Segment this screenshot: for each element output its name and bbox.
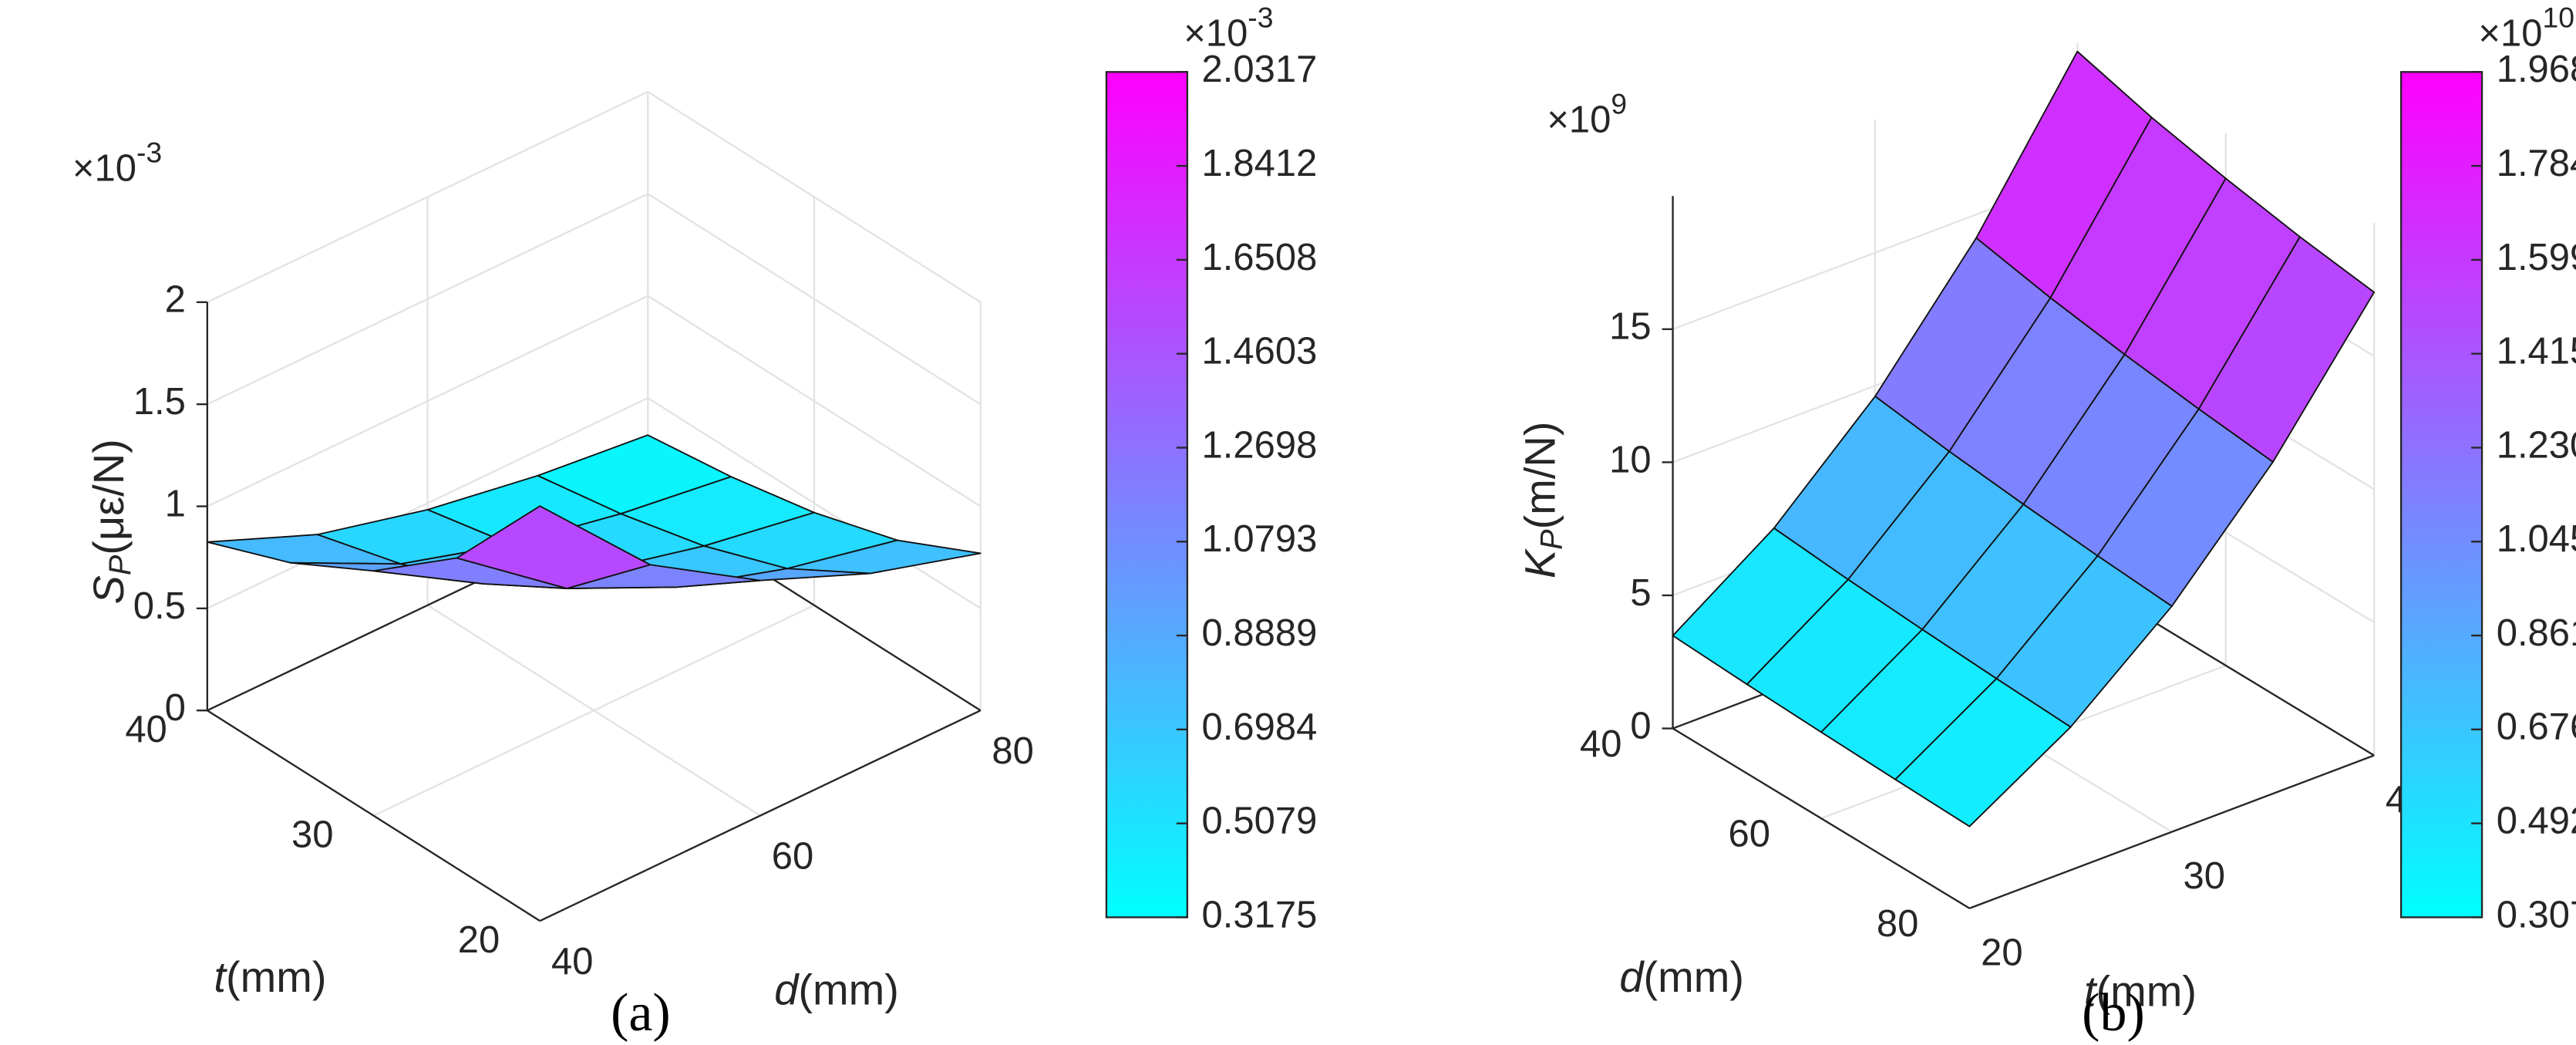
x-tick-label: 80	[992, 730, 1033, 772]
z-label-symbol: S	[84, 575, 133, 604]
z-label-unit: (m/N)	[1515, 422, 1564, 530]
z-label-unit: (με/N)	[84, 439, 133, 555]
colorbar-tick-label: 1.6508	[1202, 237, 1318, 278]
colorbar-tick-label: 1.2305	[2497, 424, 2576, 466]
colorbar-tick-label: 0.6768	[2497, 706, 2576, 748]
x-axis-label: d(mm)	[774, 965, 899, 1013]
colorbar-tick-label: 2.0317	[1202, 49, 1318, 90]
grid-line	[207, 90, 648, 303]
z-scale: ×10-3	[72, 136, 162, 189]
colorbar-tick-label: 0.8889	[1202, 612, 1318, 654]
z-scale: ×109	[1547, 87, 1627, 140]
colorbar	[1105, 71, 1189, 919]
colorbar-tick-label: 0.5079	[1202, 801, 1318, 842]
x-axis-label: d(mm)	[1619, 952, 1744, 1001]
y-tick-label: 30	[291, 814, 333, 856]
grid-line	[207, 396, 648, 609]
z-label-subscript: P	[104, 555, 138, 575]
y-label-symbol: t	[2084, 966, 2098, 1015]
colorbar-tick-label: 0.6984	[1202, 706, 1318, 748]
x-tick-label: 80	[1877, 903, 1918, 945]
z-tick-label: 5	[1630, 572, 1651, 614]
y-axis-label: t(mm)	[2084, 966, 2197, 1015]
z-tick-label: 1.5	[133, 381, 186, 423]
y-tick-label: 20	[1981, 932, 2022, 973]
grid-line	[647, 193, 982, 406]
box-edge	[207, 710, 540, 922]
y-tick-label: 30	[2184, 855, 2225, 897]
colorbar-tick-label: 1.0459	[2497, 518, 2576, 560]
z-axis-label: SP(με/N)	[84, 439, 138, 604]
z-scale-base: ×10	[1547, 99, 1611, 141]
y-tick-label: 20	[458, 919, 500, 961]
grid-line	[647, 90, 982, 303]
colorbar-scale-exponent: 10	[2542, 2, 2574, 34]
z-label-subscript: P	[1535, 529, 1569, 550]
colorbar	[2399, 71, 2483, 919]
box-edge	[1672, 727, 1971, 909]
y-axis-label: t(mm)	[214, 952, 326, 1001]
grid-line	[207, 193, 648, 406]
colorbar-tick-label: 1.9688	[2497, 49, 2576, 90]
y-tick-label: 40	[125, 709, 167, 750]
colorbar-tick-label: 0.8613	[2497, 612, 2576, 654]
colorbar-tick-label: 1.7842	[2497, 143, 2576, 184]
box-edge	[1968, 754, 2375, 909]
box-edge	[539, 710, 982, 922]
z-scale-exponent: -3	[136, 136, 162, 168]
z-axis-label: KP(m/N)	[1515, 422, 1569, 579]
colorbar-tick-label: 1.4151	[2497, 331, 2576, 372]
z-label-symbol: K	[1515, 548, 1564, 578]
x-tick-label: 60	[772, 836, 813, 878]
colorbar-scale: ×1010	[2478, 2, 2574, 55]
x-label-symbol: d	[774, 965, 800, 1013]
surface-cell	[456, 505, 652, 589]
y-label-symbol: t	[214, 952, 227, 1001]
x-label-unit: (mm)	[798, 965, 899, 1013]
panel: 40608020304000.511.52×10-3SP(με/N)d(mm)t…	[72, 2, 1317, 1043]
colorbar-scale-base: ×10	[1184, 13, 1248, 55]
grid-line	[647, 397, 982, 609]
x-label-unit: (mm)	[1644, 952, 1745, 1001]
colorbar-tick-label: 1.5996	[2497, 237, 2576, 278]
z-scale-exponent: 9	[1611, 87, 1627, 120]
x-label-symbol: d	[1619, 952, 1645, 1001]
colorbar-scale-exponent: -3	[1248, 2, 1273, 34]
colorbar-scale: ×10-3	[1184, 2, 1273, 55]
z-tick-label: 0.5	[133, 585, 186, 627]
z-tick-label: 0	[1630, 705, 1651, 747]
grid-line	[647, 295, 982, 507]
colorbar-scale-base: ×10	[2478, 13, 2542, 55]
z-scale-base: ×10	[72, 147, 136, 189]
y-label-unit: (mm)	[226, 952, 327, 1001]
panel-caption: (b)	[2082, 983, 2145, 1043]
grid-line	[207, 295, 648, 507]
z-tick-label: 1	[165, 483, 186, 524]
z-tick-label: 10	[1609, 439, 1651, 480]
colorbar-tick-label: 1.0793	[1202, 518, 1318, 560]
grid-line	[373, 604, 815, 817]
z-tick-label: 15	[1609, 306, 1651, 348]
z-tick-label: 2	[165, 279, 186, 321]
colorbar-tick-label: 0.3175	[1202, 894, 1318, 935]
x-tick-label: 60	[1728, 813, 1770, 855]
colorbar-tick-label: 1.4603	[1202, 331, 1318, 372]
colorbar-tick-label: 0.3076	[2497, 894, 2576, 935]
x-tick-label: 40	[551, 941, 593, 983]
panel: 406080203040051015×109KP(m/N)d(mm)t(mm)0…	[1515, 2, 2576, 1043]
y-label-unit: (mm)	[2096, 966, 2197, 1015]
x-tick-label: 40	[1580, 723, 1621, 765]
panel-caption: (a)	[611, 983, 671, 1043]
z-tick-label: 0	[165, 687, 186, 729]
colorbar-tick-label: 0.4922	[2497, 801, 2576, 842]
colorbar-tick-label: 1.8412	[1202, 143, 1318, 184]
colorbar-tick-label: 1.2698	[1202, 424, 1318, 466]
surface-cell	[1894, 678, 2072, 828]
